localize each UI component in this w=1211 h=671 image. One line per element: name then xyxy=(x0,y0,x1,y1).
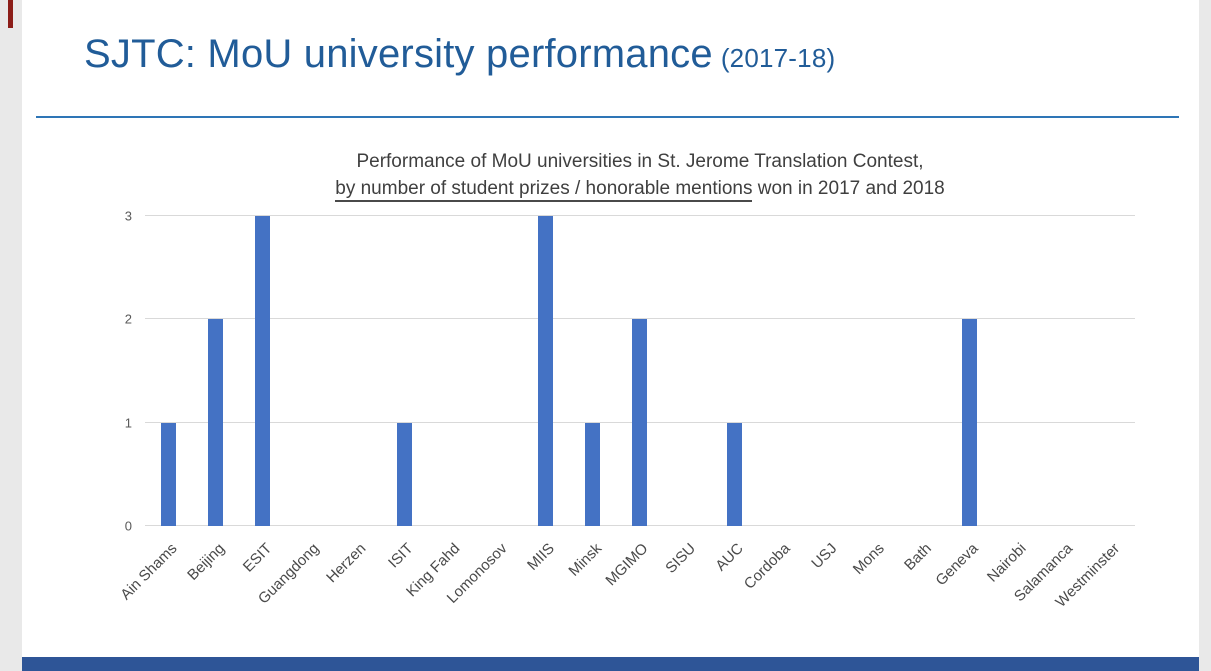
chart-title-line1: Performance of MoU universities in St. J… xyxy=(356,151,924,172)
x-axis-label: MIIS xyxy=(523,540,558,574)
bar-cell xyxy=(569,216,616,526)
x-axis-label: ISIT xyxy=(384,540,417,572)
bar-geneva xyxy=(962,319,978,526)
x-label-cell: SISU xyxy=(662,534,711,644)
x-label-cell: Herzen xyxy=(323,534,381,644)
bar-cell xyxy=(239,216,286,526)
x-label-cell: Ain Shams xyxy=(117,534,192,644)
bar-minsk xyxy=(585,422,601,526)
bar-isit xyxy=(396,422,412,526)
bar-cell xyxy=(475,216,522,526)
x-axis-labels: Ain Shams Beijing ESIT Guangdong Herzen ISIT K… xyxy=(117,534,1135,644)
bar-cell xyxy=(711,216,758,526)
bar-cell xyxy=(145,216,192,526)
bar-cell xyxy=(286,216,333,526)
x-axis-label: SISU xyxy=(662,540,700,577)
bar-esit xyxy=(255,216,271,526)
top-left-accent-stripe xyxy=(8,0,13,28)
x-label-cell: USJ xyxy=(805,534,852,644)
y-tick-label: 3 xyxy=(124,208,132,224)
x-label-cell: MGIMO xyxy=(603,534,663,644)
y-tick-label: 0 xyxy=(124,518,132,534)
x-axis-label: USJ xyxy=(808,540,841,573)
bar-cell xyxy=(192,216,239,526)
chart-title-underlined-phrase: by number of student prizes / honorable … xyxy=(335,178,753,202)
x-axis-label: ESIT xyxy=(239,540,275,576)
bar-miis xyxy=(538,216,554,526)
x-label-cell: Westminster xyxy=(1053,534,1135,644)
bar-auc xyxy=(726,422,742,526)
bar-cell xyxy=(334,216,381,526)
bar-cell xyxy=(428,216,475,526)
gridline xyxy=(145,318,1135,320)
bar-cell xyxy=(664,216,711,526)
bar-cell xyxy=(1088,216,1135,526)
y-tick-label: 2 xyxy=(124,311,132,327)
bar-cell xyxy=(616,216,663,526)
chart-title: Performance of MoU universities in St. J… xyxy=(145,148,1135,202)
x-label-cell: Minsk xyxy=(565,534,616,644)
x-label-cell: Cordoba xyxy=(741,534,805,644)
x-label-cell: Geneva xyxy=(933,534,993,644)
bar-beijing xyxy=(208,319,224,526)
title-divider xyxy=(36,116,1179,118)
x-label-cell: Lomonosov xyxy=(444,534,522,644)
x-label-cell: MIIS xyxy=(522,534,569,644)
chart-title-line2: by number of student prizes / honorable … xyxy=(145,175,1135,202)
x-label-cell: Mons xyxy=(849,534,899,644)
bar-cell xyxy=(522,216,569,526)
gridline xyxy=(145,215,1135,216)
bar-cell xyxy=(946,216,993,526)
slide-title: SJTC: MoU university performance (2017-18… xyxy=(84,32,835,77)
bar-mgimo xyxy=(632,319,648,526)
footer-bar xyxy=(22,657,1199,671)
slide-title-suffix: (2017-18) xyxy=(720,43,836,73)
plot-area xyxy=(145,215,1135,526)
bar-cell xyxy=(994,216,1041,526)
x-axis-label: AUC xyxy=(711,540,747,575)
x-label-cell: Beijing xyxy=(184,534,239,644)
bar-cell xyxy=(758,216,805,526)
bars-row xyxy=(145,216,1135,526)
bar-cell xyxy=(381,216,428,526)
x-label-cell: Bath xyxy=(899,534,946,644)
bar-cell xyxy=(805,216,852,526)
x-label-cell: Guangdong xyxy=(255,534,333,644)
slide-title-text: SJTC: MoU university performance xyxy=(84,32,713,76)
x-axis-label: Mons xyxy=(849,540,888,578)
bar-cell xyxy=(1041,216,1088,526)
bar-cell xyxy=(899,216,946,526)
slide: SJTC: MoU university performance (2017-18… xyxy=(22,0,1199,671)
x-axis-label: Bath xyxy=(901,540,935,574)
bar-ain-shams xyxy=(161,422,177,526)
chart-title-line2-rest: won in 2017 and 2018 xyxy=(752,178,945,199)
x-axis-label: Minsk xyxy=(565,540,605,580)
x-axis-label: Ain Shams xyxy=(117,540,181,604)
y-tick-label: 1 xyxy=(124,415,132,431)
y-axis-labels: 0 1 2 3 xyxy=(92,209,132,534)
bar-cell xyxy=(852,216,899,526)
